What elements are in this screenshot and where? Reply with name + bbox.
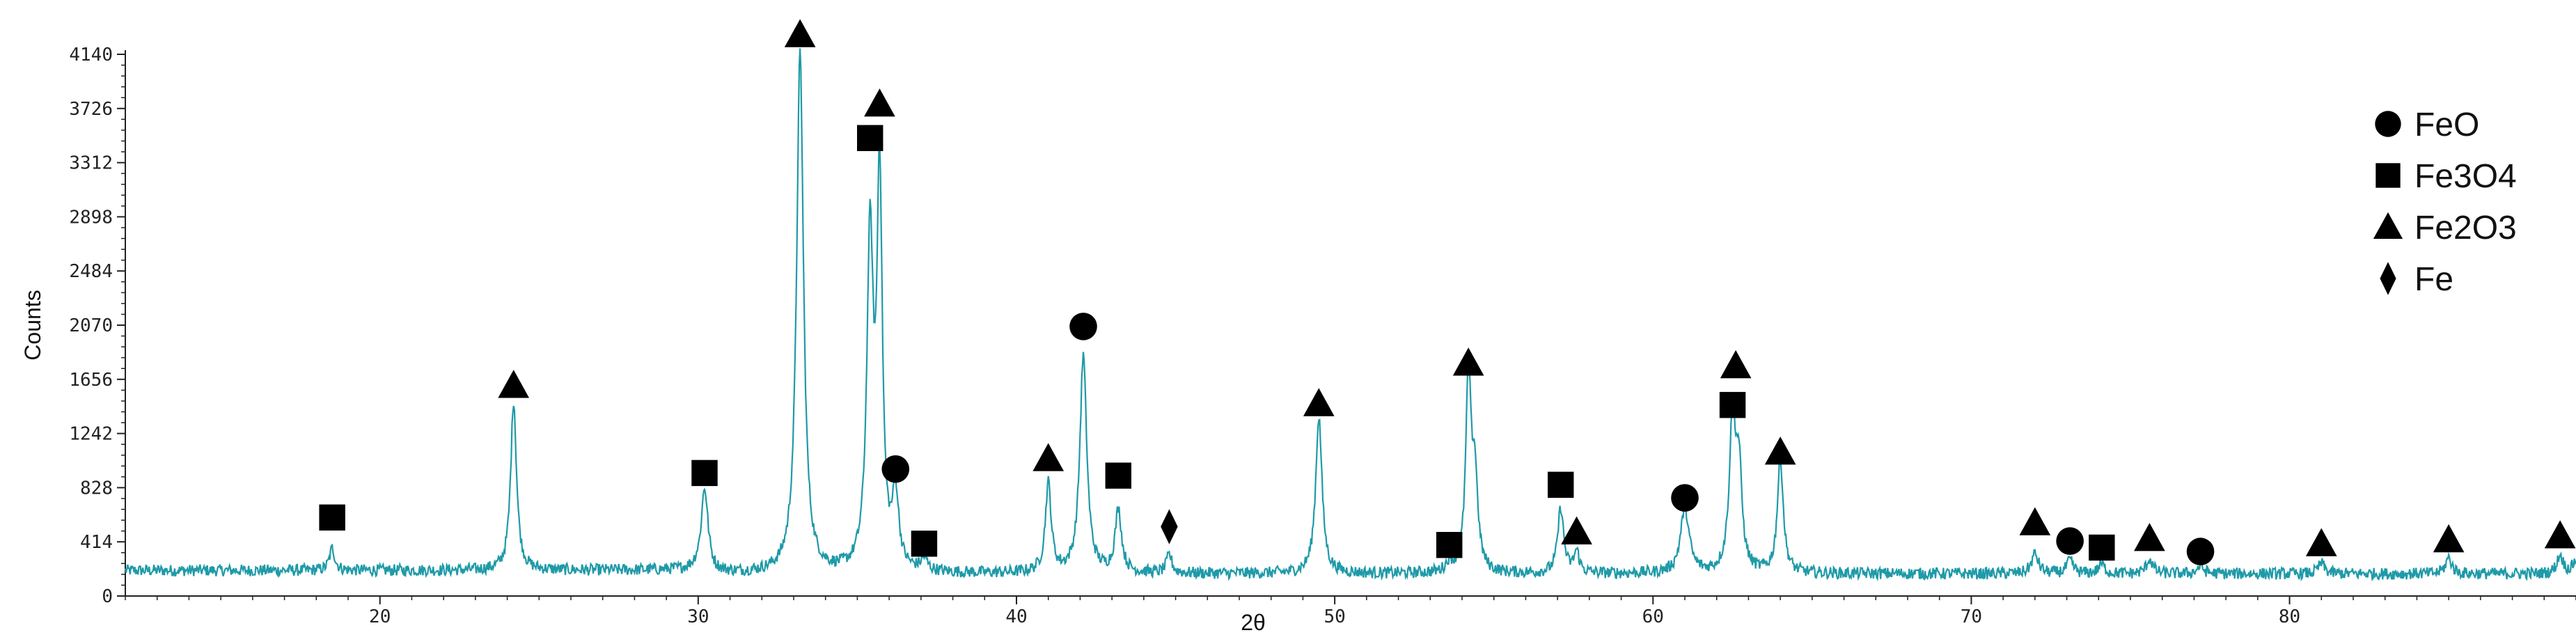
y-tick-label: 3312 xyxy=(69,153,113,174)
marker-fe3o4 xyxy=(856,125,883,151)
x-tick-label: 50 xyxy=(1324,606,1345,627)
y-tick-label: 2484 xyxy=(69,261,113,282)
legend-label: Fe xyxy=(2414,261,2453,298)
marker-fe2o3 xyxy=(2433,524,2465,553)
x-tick-label: 20 xyxy=(369,606,391,627)
marker-feo xyxy=(2186,538,2215,565)
legend-diamond-icon xyxy=(2380,262,2396,295)
marker-fe3o4 xyxy=(691,460,718,487)
x-tick-label: 70 xyxy=(1961,606,1982,627)
marker-fe3o4 xyxy=(1719,391,1746,418)
x-tick-label: 80 xyxy=(2279,606,2300,627)
marker-fe2o3 xyxy=(784,19,816,47)
y-tick-label: 2070 xyxy=(69,315,113,336)
marker-fe2o3 xyxy=(1032,443,1065,471)
y-tick-label: 3726 xyxy=(69,99,113,120)
x-axis-label: 2θ xyxy=(1241,610,1266,635)
marker-fe3o4 xyxy=(2089,534,2115,561)
marker-fe3o4 xyxy=(1436,531,1463,558)
xrd-pattern-line xyxy=(124,48,2576,581)
y-tick-label: 1242 xyxy=(69,424,113,445)
y-axis-ticks: 0 414 828 1242 1656 2070 2484 2898 3312 3726 4140 xyxy=(69,45,125,607)
marker-fe3o4 xyxy=(911,531,938,557)
phase-markers xyxy=(319,19,2576,565)
y-tick-label: 4140 xyxy=(69,45,113,65)
x-tick-label: 60 xyxy=(1642,606,1664,627)
marker-feo xyxy=(881,455,910,483)
marker-fe2o3 xyxy=(1561,516,1592,544)
y-axis-label: Counts xyxy=(20,290,45,360)
marker-fe3o4 xyxy=(319,504,345,531)
legend-label: Fe3O4 xyxy=(2414,158,2517,195)
marker-fe2o3 xyxy=(1764,436,1796,465)
x-tick-label: 40 xyxy=(1005,606,1027,627)
marker-fe2o3 xyxy=(1452,347,1484,376)
marker-feo xyxy=(1671,484,1699,512)
legend-triangle-icon xyxy=(2373,212,2403,239)
marker-fe2o3 xyxy=(2305,528,2337,556)
legend-label: Fe2O3 xyxy=(2414,210,2517,246)
y-tick-label: 828 xyxy=(80,478,113,499)
marker-feo xyxy=(1069,313,1097,340)
legend-square-icon xyxy=(2375,163,2401,188)
legend-label: FeO xyxy=(2414,107,2479,143)
marker-fe3o4 xyxy=(1105,462,1132,489)
marker-fe2o3 xyxy=(498,370,530,398)
marker-fe3o4 xyxy=(1547,471,1574,498)
y-tick-label: 414 xyxy=(80,532,113,553)
marker-fe2o3 xyxy=(1303,388,1335,416)
x-tick-label: 30 xyxy=(687,606,709,627)
marker-fe2o3 xyxy=(1720,350,1752,379)
marker-fe2o3 xyxy=(2134,522,2165,551)
y-tick-label: 0 xyxy=(102,586,113,607)
x-axis-ticks: 20 30 40 50 60 70 80 xyxy=(125,596,2576,627)
marker-fe xyxy=(1161,509,1178,544)
marker-fe2o3 xyxy=(864,88,895,117)
y-tick-label: 1656 xyxy=(69,370,113,391)
legend: FeO Fe3O4 Fe2O3 Fe xyxy=(2373,107,2517,298)
marker-fe2o3 xyxy=(2544,520,2576,549)
marker-fe2o3 xyxy=(2019,507,2051,535)
legend-circle-icon xyxy=(2375,111,2401,137)
marker-feo xyxy=(2056,527,2084,555)
y-tick-label: 2898 xyxy=(69,207,113,228)
